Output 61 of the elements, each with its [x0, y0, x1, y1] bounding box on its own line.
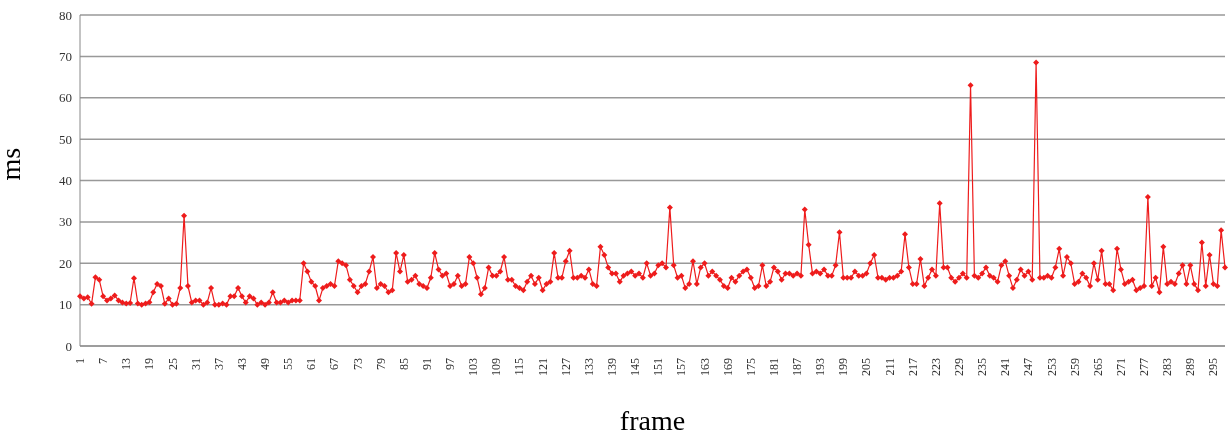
y-tick-label: 30: [59, 214, 72, 230]
y-tick-label: 80: [59, 7, 72, 23]
x-tick-label: 55: [281, 358, 296, 370]
x-tick-label: 25: [165, 358, 180, 370]
x-tick-label: 271: [1113, 358, 1128, 376]
y-tick-label: 40: [59, 173, 72, 189]
x-tick-label: 241: [998, 358, 1013, 376]
x-tick-label: 181: [766, 358, 781, 376]
x-tick-label: 247: [1021, 358, 1036, 376]
x-tick-label: 1: [73, 358, 87, 364]
x-tick-label: 19: [142, 358, 157, 370]
y-tick-label: 70: [59, 48, 72, 64]
x-tick-label: 145: [628, 358, 643, 376]
x-tick-label: 73: [350, 358, 365, 370]
x-tick-label: 205: [859, 358, 874, 376]
x-tick-label: 31: [188, 358, 203, 370]
x-tick-label: 169: [720, 358, 735, 376]
x-axis-title: frame: [619, 405, 686, 432]
x-tick-label: 79: [373, 358, 388, 370]
x-tick-label: 253: [1044, 358, 1059, 376]
y-tick-label: 0: [65, 338, 72, 354]
x-tick-label: 109: [489, 358, 504, 376]
x-tick-label: 163: [697, 358, 712, 376]
x-tick-label: 49: [258, 358, 273, 370]
x-tick-label: 187: [790, 358, 805, 376]
x-tick-label: 151: [651, 358, 666, 376]
x-tick-label: 283: [1160, 358, 1175, 376]
x-tick-label: 295: [1206, 358, 1221, 376]
x-tick-label: 223: [928, 358, 943, 376]
x-tick-label: 67: [327, 358, 342, 370]
x-tick-label: 217: [905, 358, 920, 376]
y-tick-label: 20: [59, 255, 72, 271]
x-tick-label: 259: [1067, 358, 1082, 376]
x-tick-label: 175: [743, 358, 758, 376]
x-tick-label: 289: [1183, 358, 1198, 376]
x-tick-label: 277: [1137, 358, 1152, 376]
x-tick-label: 37: [211, 358, 226, 370]
y-tick-label: 60: [59, 90, 72, 106]
y-tick-label: 10: [59, 297, 72, 313]
x-tick-label: 115: [512, 358, 527, 376]
x-tick-label: 103: [466, 358, 481, 376]
x-tick-label: 13: [119, 358, 134, 370]
y-axis-title: ms: [0, 147, 26, 181]
x-tick-label: 139: [605, 358, 620, 376]
x-tick-label: 199: [836, 358, 851, 376]
x-tick-label: 61: [304, 358, 319, 370]
x-tick-label: 211: [882, 358, 897, 376]
x-tick-label: 97: [443, 358, 458, 370]
x-tick-label: 43: [234, 358, 249, 370]
x-tick-label: 121: [535, 358, 550, 376]
x-tick-label: 229: [951, 358, 966, 376]
x-tick-label: 91: [419, 358, 434, 370]
x-tick-label: 157: [674, 358, 689, 376]
x-tick-label: 265: [1090, 358, 1105, 376]
x-tick-label: 85: [396, 358, 411, 370]
x-tick-label: 127: [558, 358, 573, 376]
x-tick-label: 133: [581, 358, 596, 376]
x-tick-label: 193: [813, 358, 828, 376]
y-tick-label: 50: [59, 131, 72, 147]
x-tick-label: 7: [96, 358, 111, 364]
x-tick-label: 235: [975, 358, 990, 376]
